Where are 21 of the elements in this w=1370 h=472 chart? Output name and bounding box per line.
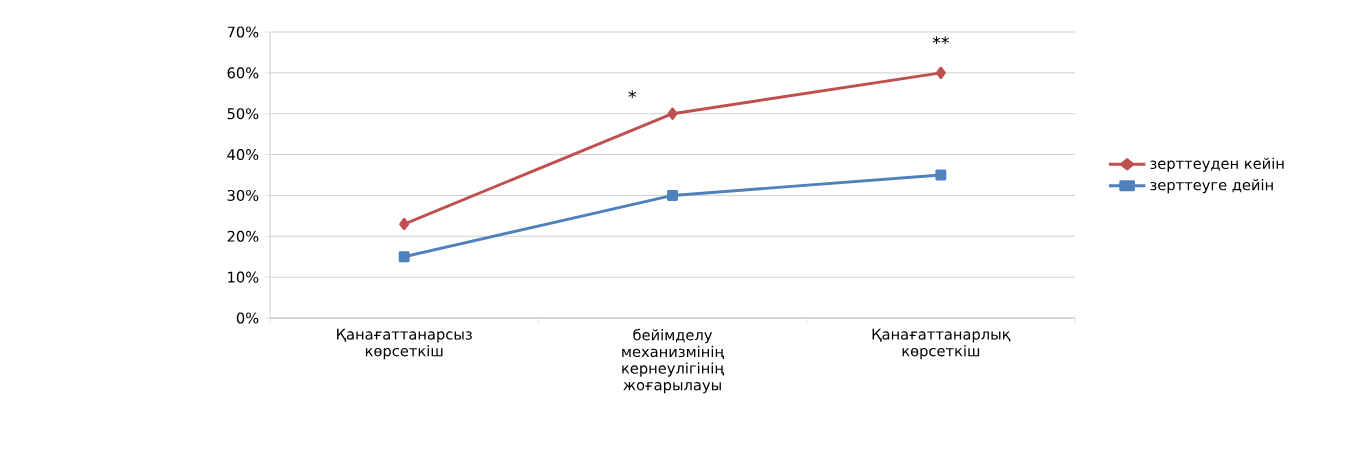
y-tick-label: 40% [227, 149, 259, 161]
annotation: ** [932, 36, 949, 45]
y-tick-label: 0% [236, 312, 259, 324]
point [399, 217, 410, 231]
y-tick-label: 70% [227, 26, 259, 38]
point [667, 107, 678, 120]
x-tick-label: Қанағаттанарсыз көрсеткіш [337, 328, 472, 360]
y-tick-label: 20% [227, 230, 259, 242]
legend-label: зерттеуден кейін [1150, 157, 1284, 172]
y-tick-label: 10% [228, 271, 259, 283]
point [935, 169, 947, 181]
point [398, 251, 410, 263]
y-tick-label: 60% [227, 67, 259, 79]
point [667, 189, 678, 201]
annotation: * [628, 90, 637, 99]
y-tick-label: 50% [227, 108, 259, 120]
legend-label: зерттеуге дейін [1150, 179, 1273, 194]
x-tick-label: Қанағаттанарлық көрсеткіш [872, 328, 1011, 360]
x-tick-label: бейімделу механизмінің кернеулігінің жоғарылауы [622, 328, 725, 394]
y-tick-label: 30% [227, 189, 259, 201]
point [935, 66, 946, 79]
